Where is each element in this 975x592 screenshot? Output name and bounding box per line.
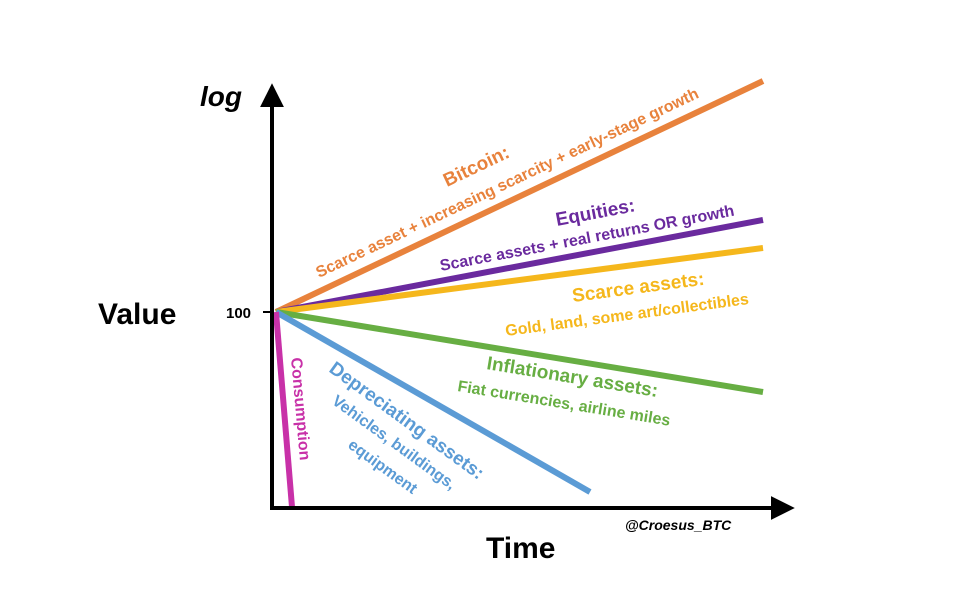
line-scarce-assets — [275, 245, 764, 315]
line-depreciating-assets — [274, 309, 592, 495]
x-axis-title: Time — [486, 532, 555, 565]
line-consumption — [273, 311, 295, 508]
line-equities — [275, 217, 764, 315]
credit-label: @Croesus_BTC — [625, 517, 732, 533]
y-scale-label: log — [200, 81, 242, 112]
line-bitcoin — [274, 78, 765, 315]
consumption-label: Consumption — [287, 357, 313, 461]
origin-value-label: 100 — [226, 305, 251, 322]
y-axis-title: Value — [98, 298, 176, 331]
line-inflationary-assets — [275, 309, 764, 395]
